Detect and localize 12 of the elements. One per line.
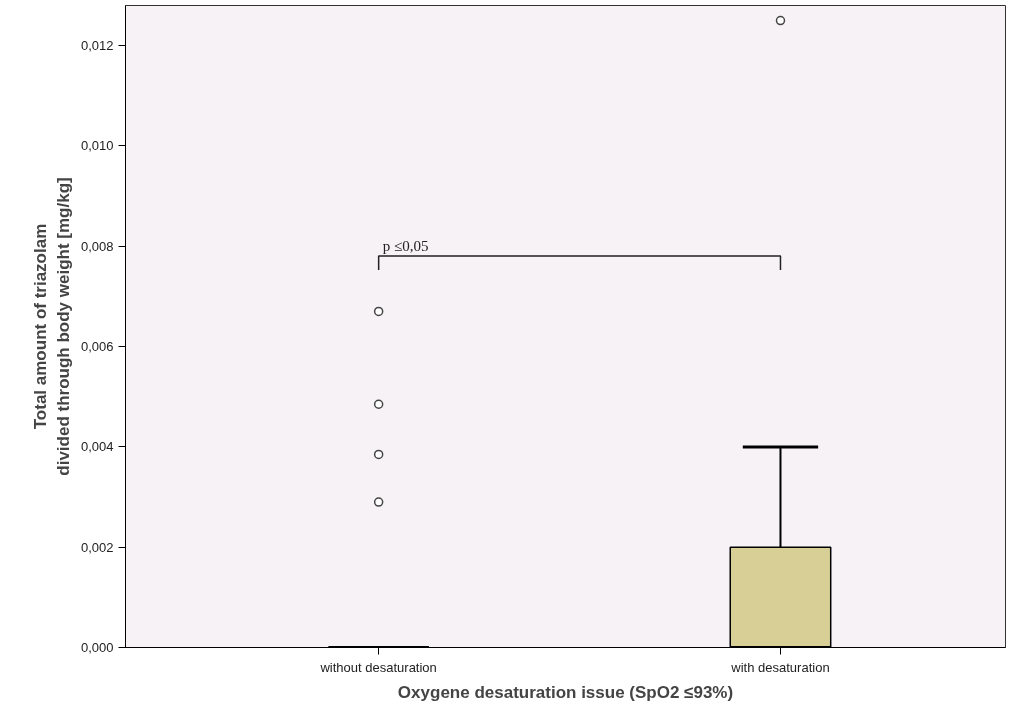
annotation: p ≤0,05 bbox=[382, 237, 429, 254]
x-axis-title: Oxygene desaturation issue (SpO2 ≤93%) bbox=[397, 682, 734, 702]
y-axis-title: Total amount of triazolam divided through body weight [mg/kg] bbox=[31, 177, 73, 476]
y-tick-label: 0,000 bbox=[80, 640, 114, 655]
y-tick-label: 0,006 bbox=[80, 339, 114, 355]
y-tick-label: 0,012 bbox=[80, 38, 114, 54]
y-tick-label: 0,002 bbox=[80, 539, 114, 555]
x-tick-label: without desaturation bbox=[319, 659, 437, 675]
y-tick-label: 0,004 bbox=[80, 439, 114, 455]
y-tick-label: 0,010 bbox=[80, 138, 114, 154]
x-tick-label: with desaturation bbox=[730, 659, 830, 675]
y-tick-label: 0,008 bbox=[80, 238, 114, 254]
